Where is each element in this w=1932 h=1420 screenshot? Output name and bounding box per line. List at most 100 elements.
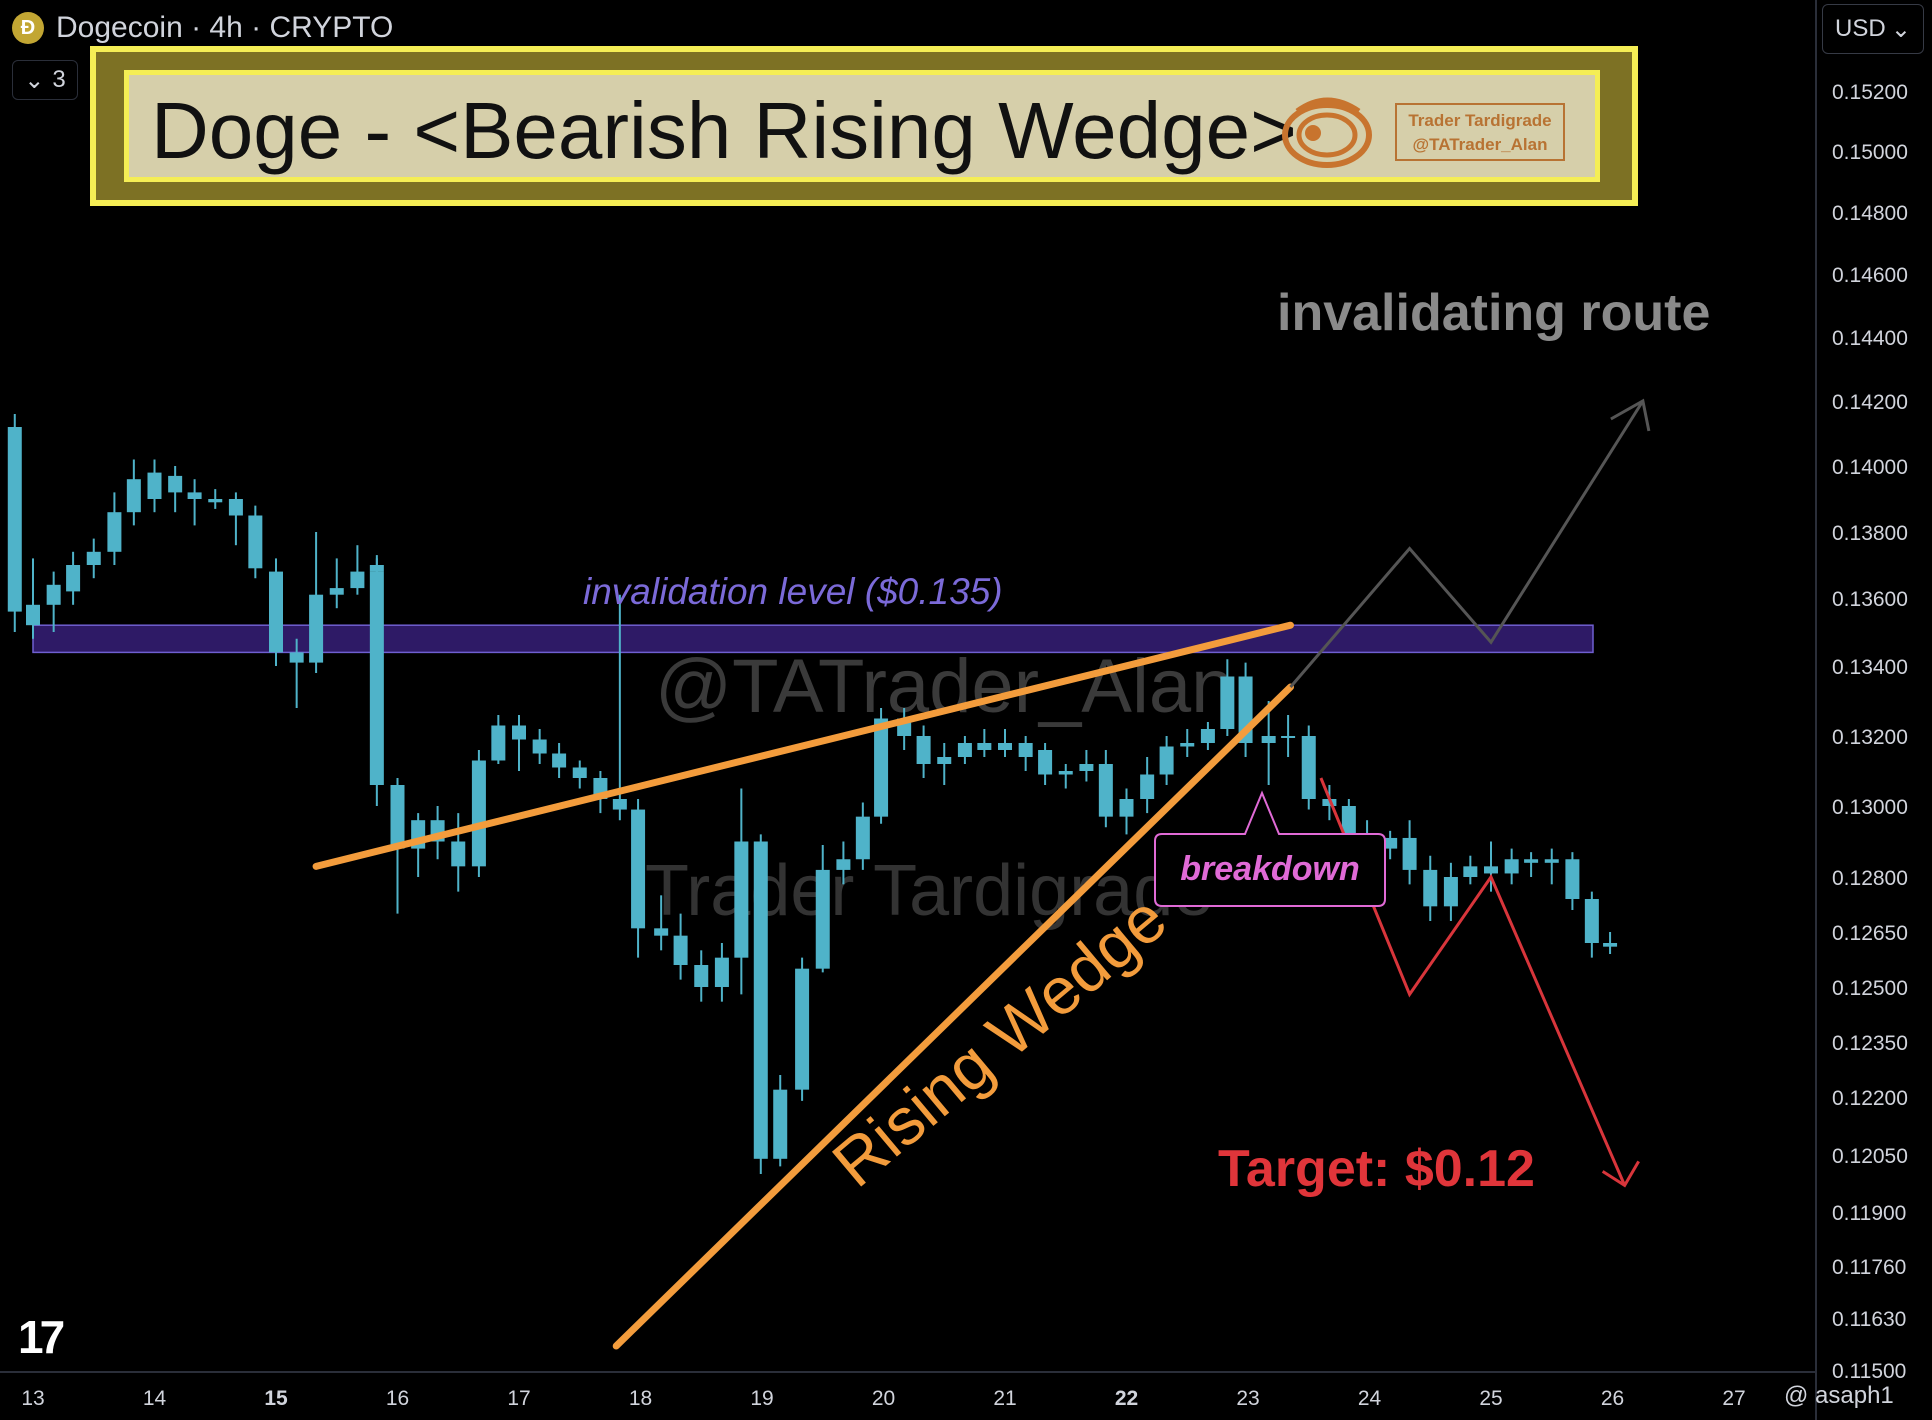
candle-body [369,571,384,785]
candle-body [471,760,486,867]
x-tick-label: 15 [264,1387,288,1410]
watermark-handle: @TATrader_Alan [655,644,1233,729]
candle-body [86,551,101,565]
chevron-down-icon: ⌄ [1890,15,1911,43]
currency-label: USD [1835,15,1886,42]
candle-body [187,492,202,499]
candle-body [491,725,506,761]
candle-body [1423,869,1438,907]
x-tick-label: 27 [1722,1387,1745,1410]
symbol-header[interactable]: Ð Dogecoin · 4h · CRYPTO [12,8,393,48]
indicator-count: 3 [52,66,66,93]
candle-body [1079,764,1094,771]
breakdown-callout [1154,790,1386,907]
chevron-down-icon: ⌄ [24,66,45,94]
y-tick-label: 0.15000 [1832,141,1908,164]
candle-body [694,965,709,987]
wedge-lower-line [612,683,1295,1350]
x-tick-label: 16 [386,1387,409,1410]
candle-body [654,928,669,936]
x-tick-label: 21 [993,1387,1016,1410]
title-banner: Doge - <Bearish Rising Wedge> Trader Tar… [90,46,1638,206]
title-banner-inner: Doge - <Bearish Rising Wedge> Trader Tar… [124,70,1600,182]
candle-body [1603,943,1618,947]
breakdown-label: breakdown [1180,850,1359,888]
candle-body [998,743,1012,750]
x-tick-label: 20 [872,1387,895,1410]
candle-body [248,515,263,569]
candle-body [26,604,40,626]
candle-body [1220,676,1235,729]
y-tick-label: 0.14200 [1832,391,1908,414]
y-tick-label: 0.11500 [1832,1360,1906,1383]
author-name: Trader Tardigrade [1408,111,1552,130]
currency-select[interactable]: USD ⌄ [1822,4,1924,54]
y-tick-label: 0.11760 [1832,1256,1906,1279]
candle-body [1140,774,1155,799]
y-tick-label: 0.12050 [1832,1145,1908,1168]
invalidating-route-path [1289,400,1645,688]
y-tick-label: 0.12200 [1832,1087,1908,1110]
y-tick-label: 0.11900 [1832,1202,1906,1225]
candle-body [1180,743,1195,747]
symbol-title: Dogecoin · 4h · CRYPTO [56,11,394,44]
author-logo-box: Trader Tardigrade @TATrader_Alan [1395,103,1565,161]
y-tick-label: 0.12650 [1832,922,1908,945]
collapse-indicators-button[interactable]: ⌄ 3 [12,60,78,100]
x-tick-label: 26 [1601,1387,1624,1410]
candle-body [1301,736,1316,799]
candle-body [1484,866,1498,874]
candle-body [7,427,22,612]
candle-body [532,739,547,754]
candle-body [107,512,122,552]
invalidating-arrowhead [1610,398,1651,432]
candle-body [1463,866,1478,877]
candle-body [269,615,283,653]
x-tick-label: 22 [1115,1387,1138,1410]
candle-body [753,841,768,1159]
candle-body [168,475,183,493]
invalidating-route-label: invalidating route [1277,284,1710,342]
candle-body [1159,746,1174,775]
candle-body [957,743,972,757]
candle-body [1038,750,1053,775]
y-tick-label: 0.13600 [1832,588,1908,611]
y-tick-label: 0.15200 [1832,81,1908,104]
candle-body [1383,837,1398,849]
target-label: Target: $0.12 [1218,1140,1535,1198]
candle-body [815,869,830,969]
y-tick-label: 0.14400 [1832,327,1908,350]
y-tick-label: 0.14800 [1832,202,1908,225]
candle-body [673,935,688,965]
dogecoin-icon: Ð [12,12,44,44]
candle-body [228,499,243,516]
candle-body [1281,736,1296,738]
candle-body [126,479,141,513]
candle-body [1584,899,1599,943]
x-tick-label: 13 [21,1387,44,1410]
tradingview-logo-icon[interactable]: 17 [18,1311,65,1363]
candle-body [855,816,870,860]
candle-body [309,594,324,663]
candle-body [350,571,365,589]
candle-body [1504,859,1519,874]
x-tick-label: 23 [1236,1387,1259,1410]
x-tick-label: 19 [750,1387,773,1410]
candle-body [1200,729,1215,743]
candle-body [390,785,405,849]
candle-body [1119,799,1134,817]
y-tick-label: 0.12350 [1832,1032,1908,1055]
candle-body [977,743,992,750]
y-tick-label: 0.13400 [1832,656,1908,679]
candle-body [46,584,61,605]
candle-body [836,859,851,870]
wedge-upper-line [312,621,1295,870]
candle-body [612,799,627,810]
candle-body [714,957,729,987]
candle-body [795,968,810,1090]
candle-body [147,472,162,499]
candle-body [734,841,749,958]
banner-title: Doge - <Bearish Rising Wedge> [151,86,1297,175]
